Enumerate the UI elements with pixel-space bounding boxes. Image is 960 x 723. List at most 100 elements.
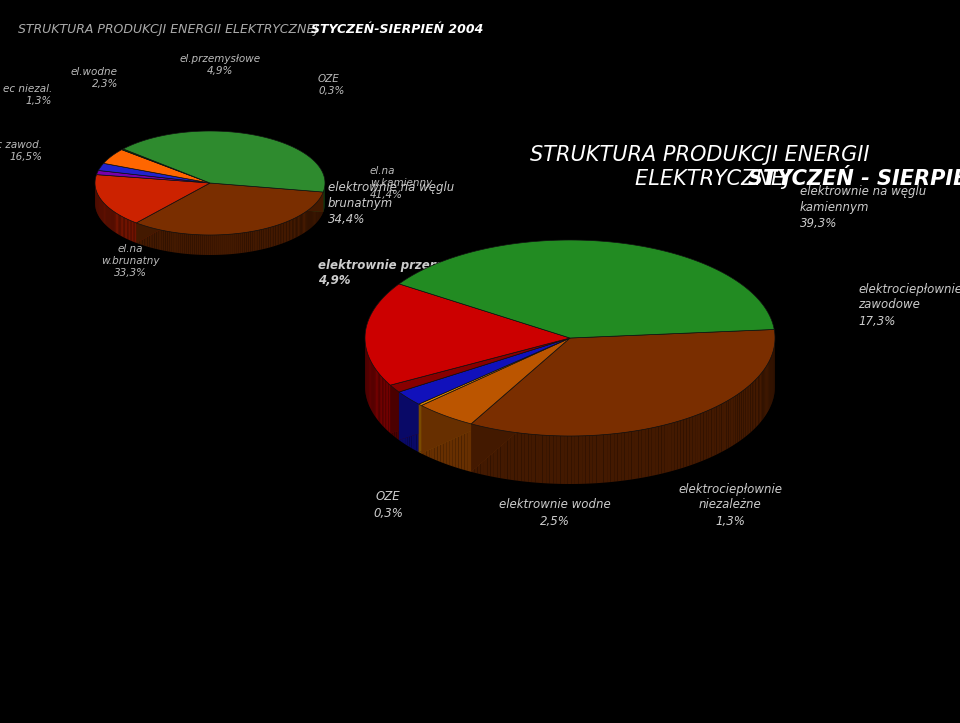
Polygon shape	[374, 368, 375, 417]
Polygon shape	[564, 436, 567, 484]
Polygon shape	[243, 233, 245, 253]
Polygon shape	[123, 131, 325, 192]
Polygon shape	[118, 214, 119, 235]
Polygon shape	[614, 433, 617, 482]
Polygon shape	[698, 414, 701, 463]
Polygon shape	[382, 377, 384, 427]
Polygon shape	[617, 433, 621, 482]
Polygon shape	[661, 425, 664, 474]
Polygon shape	[160, 230, 162, 250]
Polygon shape	[557, 436, 561, 484]
Polygon shape	[655, 427, 659, 475]
Polygon shape	[167, 231, 169, 252]
Polygon shape	[267, 228, 269, 248]
Text: STRUKTURA PRODUKCJI ENERGII ELEKTRYCZNEJ: STRUKTURA PRODUKCJI ENERGII ELEKTRYCZNEJ	[18, 23, 323, 36]
Polygon shape	[155, 228, 156, 249]
Polygon shape	[759, 373, 761, 423]
Polygon shape	[635, 430, 638, 479]
Polygon shape	[763, 369, 765, 418]
Polygon shape	[123, 217, 125, 238]
Polygon shape	[407, 398, 409, 447]
Polygon shape	[245, 232, 247, 252]
Polygon shape	[241, 233, 243, 253]
Polygon shape	[146, 226, 148, 247]
Polygon shape	[375, 369, 377, 419]
Polygon shape	[213, 235, 215, 255]
Text: ec niezal.
1,3%: ec niezal. 1,3%	[3, 84, 52, 106]
Polygon shape	[741, 390, 743, 440]
Polygon shape	[395, 389, 396, 438]
Polygon shape	[701, 412, 704, 461]
Polygon shape	[521, 433, 525, 482]
Polygon shape	[421, 406, 424, 455]
Polygon shape	[274, 226, 276, 247]
Polygon shape	[493, 429, 497, 478]
Text: elektrownie na węglu
brunatnym
34,4%: elektrownie na węglu brunatnym 34,4%	[328, 181, 454, 226]
Polygon shape	[184, 234, 187, 254]
Polygon shape	[138, 223, 139, 244]
Polygon shape	[421, 338, 570, 453]
Polygon shape	[191, 234, 193, 254]
Polygon shape	[136, 183, 324, 235]
Polygon shape	[754, 380, 756, 429]
Polygon shape	[291, 219, 293, 240]
Polygon shape	[389, 384, 391, 433]
Polygon shape	[195, 234, 197, 254]
Polygon shape	[235, 234, 237, 254]
Polygon shape	[471, 330, 775, 436]
Polygon shape	[582, 436, 586, 484]
Polygon shape	[141, 225, 143, 245]
Polygon shape	[125, 218, 126, 239]
Polygon shape	[114, 212, 116, 233]
Polygon shape	[517, 433, 521, 482]
Polygon shape	[263, 228, 265, 249]
Polygon shape	[444, 415, 446, 464]
Polygon shape	[197, 235, 199, 254]
Polygon shape	[708, 409, 711, 458]
Polygon shape	[261, 229, 263, 249]
Polygon shape	[136, 223, 138, 244]
Polygon shape	[716, 406, 719, 455]
Polygon shape	[173, 232, 175, 252]
Polygon shape	[719, 404, 722, 453]
Polygon shape	[567, 436, 571, 484]
Text: elektrociepłownie
zawodowe
17,3%: elektrociepłownie zawodowe 17,3%	[858, 283, 960, 328]
Polygon shape	[419, 404, 420, 453]
Polygon shape	[294, 218, 295, 239]
Polygon shape	[681, 419, 684, 469]
Polygon shape	[111, 210, 112, 231]
Polygon shape	[753, 381, 754, 431]
Polygon shape	[278, 224, 280, 244]
Text: STYCZEŃ-SIERPIEŃ 2004: STYCZEŃ-SIERPIEŃ 2004	[311, 23, 484, 36]
Polygon shape	[131, 221, 132, 241]
Polygon shape	[600, 435, 604, 483]
Polygon shape	[525, 434, 528, 482]
Polygon shape	[109, 208, 110, 229]
Polygon shape	[175, 233, 177, 253]
Polygon shape	[536, 435, 539, 483]
Polygon shape	[307, 210, 308, 231]
Text: ec zawod.
16,5%: ec zawod. 16,5%	[0, 140, 42, 162]
Polygon shape	[745, 388, 747, 437]
Polygon shape	[225, 234, 227, 254]
Polygon shape	[308, 209, 309, 230]
Polygon shape	[692, 416, 695, 465]
Polygon shape	[95, 175, 210, 223]
Polygon shape	[110, 209, 111, 230]
Polygon shape	[664, 424, 668, 473]
Polygon shape	[435, 411, 438, 461]
Polygon shape	[223, 234, 225, 254]
Polygon shape	[511, 432, 515, 480]
Polygon shape	[767, 364, 768, 414]
Polygon shape	[399, 392, 401, 442]
Polygon shape	[143, 225, 144, 246]
Polygon shape	[252, 231, 254, 252]
Polygon shape	[373, 366, 374, 416]
Polygon shape	[632, 431, 635, 479]
Polygon shape	[500, 430, 504, 479]
Polygon shape	[381, 376, 382, 425]
Polygon shape	[420, 405, 421, 453]
Polygon shape	[156, 229, 158, 249]
Polygon shape	[739, 392, 741, 441]
Polygon shape	[290, 220, 291, 241]
